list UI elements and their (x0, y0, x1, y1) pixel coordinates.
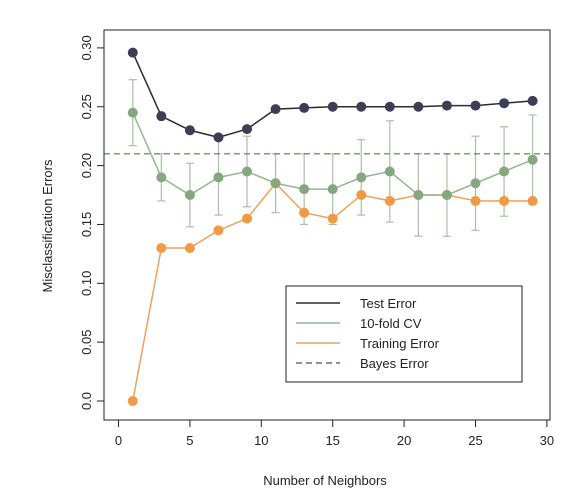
training-error-point (127, 396, 138, 406)
test-error-point (384, 101, 395, 112)
x-tick-label: 15 (325, 433, 339, 448)
x-tick-label: 0 (115, 433, 122, 448)
y-tick-label: 0.15 (79, 212, 94, 237)
test-error-point (213, 132, 224, 143)
cv-error-point (499, 166, 510, 177)
legend-training-error-label: Training Error (360, 336, 440, 351)
legend-box (285, 285, 523, 383)
legend: Test Error 10-fold CV Training Error Bayes … (285, 285, 523, 383)
training-error-point (327, 213, 338, 224)
cv-error-point (127, 107, 138, 118)
x-axis: 0 5 10 15 20 25 30 (115, 419, 554, 448)
y-tick-label: 0.30 (79, 35, 94, 60)
test-error-point (299, 102, 310, 113)
training-error-point (527, 195, 538, 206)
x-tick-label: 10 (254, 433, 268, 448)
series-markers (127, 47, 538, 406)
cv-error-point (299, 184, 310, 195)
test-error-point (499, 98, 510, 109)
cv-error-point (327, 184, 338, 195)
legend-test-error-label: Test Error (360, 296, 417, 311)
x-tick-label: 30 (540, 433, 554, 448)
test-error-point (413, 101, 424, 112)
training-error-point (156, 242, 167, 253)
cv-error-point (470, 178, 481, 189)
y-axis-label: Misclassification Errors (40, 159, 55, 292)
y-tick-label: 0.20 (79, 153, 94, 178)
training-error-point (299, 207, 310, 218)
training-error-point (213, 225, 224, 236)
test-error-point (327, 101, 338, 112)
cv-error-point (213, 172, 224, 183)
cv-error-point (441, 190, 452, 201)
test-error-line (132, 52, 533, 139)
training-error-point (356, 190, 367, 201)
cv-error-point (156, 172, 167, 183)
x-tick-label: 20 (397, 433, 411, 448)
cv-error-point (184, 190, 195, 201)
y-tick-label: 0.25 (79, 94, 94, 119)
y-tick-label: 0.10 (79, 271, 94, 296)
training-error-point (242, 213, 253, 224)
test-error-point (184, 125, 195, 136)
test-error-point (156, 111, 167, 122)
cv-error-point (242, 166, 253, 177)
test-error-point (356, 101, 367, 112)
cv-error-point (384, 166, 395, 177)
legend-cv-error-label: 10-fold CV (360, 316, 422, 331)
y-tick-label: 0.0 (79, 392, 94, 410)
cv-error-point (527, 154, 538, 165)
training-error-point (384, 195, 395, 206)
test-error-point (527, 95, 538, 106)
test-error-point (270, 104, 281, 115)
test-error-point (441, 100, 452, 111)
legend-bayes-error-label: Bayes Error (360, 356, 429, 371)
training-error-point (499, 195, 510, 206)
cv-error-point (356, 172, 367, 183)
test-error-point (470, 100, 481, 111)
cv-error-point (413, 190, 424, 201)
test-error-point (242, 124, 253, 135)
x-tick-label: 25 (468, 433, 482, 448)
training-error-point (184, 242, 195, 253)
cv-error-point (270, 178, 281, 189)
y-tick-label: 0.05 (79, 329, 94, 354)
y-axis: 0.0 0.05 0.10 0.15 0.20 0.25 0.30 (79, 35, 105, 410)
x-axis-label: Number of Neighbors (263, 473, 387, 488)
x-tick-label: 5 (186, 433, 193, 448)
test-error-point (127, 47, 138, 58)
training-error-point (470, 195, 481, 206)
